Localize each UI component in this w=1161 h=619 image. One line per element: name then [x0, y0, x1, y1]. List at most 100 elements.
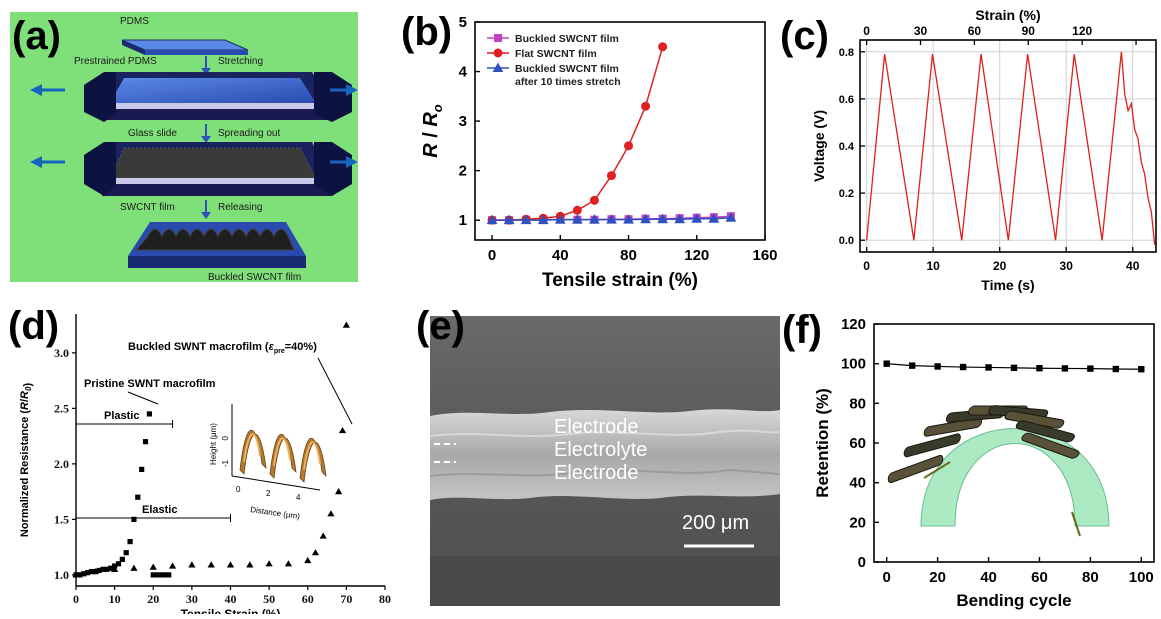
chart-d-xtick-label: 0 [73, 592, 79, 606]
chart-d-xtick-label: 20 [147, 592, 159, 606]
chart-d-series-0-point [146, 411, 152, 417]
inset-xtick-label: 0 [236, 485, 241, 494]
swcnt-spread [84, 142, 352, 196]
chart-c-xtick-label: 30 [1060, 259, 1074, 273]
chart-f-series-0-point [934, 363, 941, 370]
chart-d-series-0-point [150, 572, 156, 578]
panel-label-a: (a) [12, 14, 61, 58]
chart-c: 0 10 20 30 40 0.0 0.2 0.4 0.6 0.8 0 30 60 90 120 Strain… [811, 7, 1157, 293]
cnt-bundle [887, 454, 944, 484]
panel-label-d: (d) [8, 304, 60, 348]
chart-f-series-0-point [1087, 365, 1094, 372]
buckled-film [128, 222, 306, 268]
chart-d-ytick-label: 1.5 [54, 512, 69, 526]
chart-d-series-1-point [284, 560, 293, 567]
chart-b-series-2-point [486, 214, 498, 225]
chart-d-annotation-plastic: Plastic [104, 410, 139, 422]
chart-b-series-2-point [571, 214, 583, 224]
chart-b-xtick-label: 40 [552, 247, 569, 264]
chart-d-series-1-point [342, 321, 350, 328]
chart-d-series-1-point [304, 556, 312, 564]
stretch-right-arrow-icon [346, 156, 358, 168]
chart-d-xlabel: Tensile Strain (%) [181, 607, 281, 614]
chart-b: 0 40 80 120 160 1 2 3 4 5 Tensile strain (%) R / Ro… [420, 14, 778, 291]
chart-d-series-1-point [319, 532, 327, 539]
electrode-lead [923, 461, 951, 479]
chart-c-xtick-label: 10 [926, 259, 940, 273]
chart-b-series-2-point [623, 214, 634, 224]
chart-b-legend-2-label2: after 10 times stretch [515, 76, 621, 88]
chart-b-series-1-point [624, 141, 634, 151]
chart-b-ytick-label: 4 [459, 64, 468, 81]
inset-xtick-label: 4 [296, 493, 301, 502]
chart-d-annotation-buckled: Buckled SWNT macrofilm (εpre=40%) [128, 341, 317, 355]
chart-b-ytick-label: 2 [459, 163, 467, 180]
chart-b-series-1-point [658, 42, 668, 52]
chart-d-leader-buckled [317, 357, 353, 425]
chart-c-top-xtick-label: 0 [863, 24, 870, 38]
chart-c-top-xtick-label: 120 [1072, 24, 1092, 38]
chart-b-series-2-point [537, 214, 549, 225]
chart-b-series-2-point [725, 212, 737, 222]
chart-d-series-0-point [131, 516, 137, 522]
chart-d-ytick-label: 3.0 [54, 346, 69, 360]
scale-bar-label: 200 μm [682, 512, 750, 534]
inset-xaxis [231, 475, 321, 491]
chart-f-xtick-label: 40 [980, 569, 997, 586]
cnt-bundle [923, 417, 983, 437]
label-swcnt-film: SWCNT film [120, 202, 175, 213]
chart-b-xlabel: Tensile strain (%) [542, 270, 698, 291]
chart-d-series-1-point [226, 561, 235, 568]
arrow-down-icon [201, 136, 211, 143]
cnt-bundle [1015, 420, 1075, 443]
chart-d-xtick-label: 50 [263, 592, 275, 606]
chart-d-annotation-pristine: Pristine SWNT macrofilm [84, 378, 216, 390]
panel-label-e: (e) [416, 304, 465, 348]
chart-d-series-0-point [104, 566, 110, 572]
chart-c-series-0-line [866, 51, 1156, 245]
chart-b-ytick-label: 5 [459, 14, 467, 31]
inset-ytick-label: -1 [221, 459, 230, 467]
chart-b-legend-2-label: Buckled SWCNT film [515, 63, 619, 75]
panel-label-f: (f) [782, 308, 822, 352]
chart-d-xtick-label: 80 [379, 592, 391, 606]
chart-d-ytick-label: 1.0 [54, 568, 69, 582]
chart-b-xtick-label: 120 [684, 247, 709, 264]
chart-d-series-0-point [158, 572, 164, 578]
panel-e: Electrode Electrolyte Electrode 200 μm (… [416, 306, 781, 606]
chart-d-annotation-elastic: Elastic [142, 504, 177, 516]
chart-f-series-0-point [985, 364, 992, 371]
panel-a: PDMS Prestrained PDMS Stretching Glass s… [10, 12, 358, 283]
chart-b-ytick-label: 3 [459, 113, 467, 130]
chart-d-series-1-point [72, 571, 80, 578]
chart-f-ytick-label: 40 [849, 475, 866, 492]
inset-ridge [269, 433, 297, 479]
chart-b-frame [474, 21, 766, 241]
chart-d-series-0-point [108, 565, 114, 571]
label-pdms: PDMS [120, 16, 149, 27]
chart-d-series-1-point [246, 561, 254, 568]
chart-d-series-0-point [142, 439, 149, 445]
chart-b-xtick-label: 80 [620, 247, 637, 264]
chart-d-xtick-label: 60 [302, 592, 314, 606]
chart-c-top-xlabel: Strain (%) [975, 7, 1040, 23]
chart-d-ytick-label: 2.5 [54, 401, 69, 415]
cnt-bundle [903, 433, 961, 458]
chart-d-series-1-point [265, 560, 273, 567]
chart-d-series-1-point [311, 549, 320, 556]
chart-f-series-0-point [1138, 366, 1145, 373]
chart-c-ytick-label: 0.6 [839, 94, 854, 106]
chart-b-series-2-point [691, 213, 703, 223]
chart-f-xtick-label: 0 [883, 569, 891, 586]
inset-ytick-label: 0 [221, 435, 230, 440]
chart-d-series-1-point [149, 563, 157, 570]
chart-b-series-1-point [606, 171, 616, 181]
chart-d-xtick-label: 10 [109, 592, 121, 606]
stretch-right-arrow-icon [346, 84, 358, 96]
chart-d-ylabel: Normalized Resistance (R/R0) [19, 383, 34, 538]
chart-d-series-0-point [84, 570, 91, 576]
chart-b-series-1-point [641, 101, 651, 111]
chart-b-legend-0-label: Buckled SWCNT film [515, 33, 619, 45]
inset-ridge [299, 437, 327, 483]
chart-d-series-1-point [130, 564, 138, 571]
